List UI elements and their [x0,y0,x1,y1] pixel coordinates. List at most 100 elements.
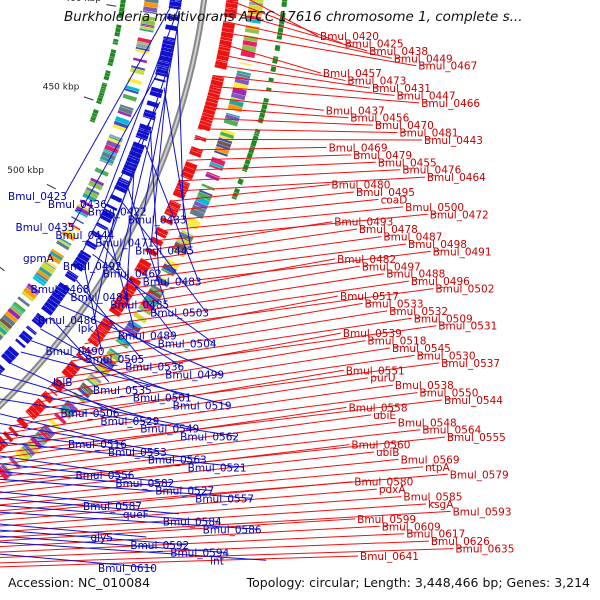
gene-label[interactable]: Bmul_0586 [203,524,262,536]
gene-label[interactable]: lnt [210,555,224,567]
gene-label[interactable]: Bmul_0556 [76,470,135,482]
gene-label[interactable]: Bmul_0509 [414,313,473,325]
gene-label[interactable]: Bmul_0491 [433,246,492,258]
gene-label[interactable]: Bmul_0585 [403,492,462,504]
gene-label[interactable]: Bmul_0539 [343,328,402,340]
gene-label[interactable]: Bmul_0449 [394,53,453,65]
gene-label[interactable]: Bmul_0518 [367,336,426,348]
gene-label[interactable]: Bmul_0549 [140,424,199,436]
gene-label[interactable]: Bmul_0422 [88,207,147,219]
gene-label[interactable]: Bmul_0503 [150,307,209,319]
gene-label[interactable]: Bmul_0582 [115,478,174,490]
gene-label[interactable]: Bmul_0493 [334,217,393,229]
gene-label[interactable]: Bmul_0425 [345,38,404,50]
gene-label[interactable]: Bmul_0469 [329,142,388,154]
gene-label[interactable]: lolB [53,377,72,389]
gene-label[interactable]: ubiB [376,447,399,459]
gene-label[interactable]: lpk [78,323,95,335]
gene-label[interactable]: Bmul_0447 [397,90,456,102]
gene-label[interactable]: Bmul_0482 [337,254,396,266]
gene-label[interactable]: Bmul_0501 [133,393,192,405]
gene-label[interactable]: Bmul_0473 [347,76,406,88]
gene-label[interactable]: ksgA [428,499,454,511]
gene-label[interactable]: glyS [91,532,114,544]
gene-label[interactable]: Bmul_0530 [417,350,476,362]
gene-label[interactable]: purU [370,373,395,385]
gene-label[interactable]: Bmul_0544 [444,395,503,407]
gene-label[interactable]: Bmul_0497 [362,261,421,273]
gene-label[interactable]: Bmul_0486 [38,315,97,327]
gene-label[interactable]: Bmul_0478 [359,224,418,236]
gene-label[interactable]: Bmul_0471 [95,238,154,250]
gene-label[interactable]: Bmul_0495 [356,187,415,199]
gene-label[interactable]: Bmul_0564 [422,425,481,437]
gene-label[interactable]: Bmul_0635 [455,544,514,556]
gene-label[interactable]: Bmul_0548 [398,417,457,429]
gene-label[interactable]: Bmul_0476 [402,165,461,177]
gene-label[interactable]: Bmul_0489 [118,331,177,343]
gene-label[interactable]: Bmul_0555 [447,432,506,444]
gene-label[interactable]: Bmul_0593 [453,506,512,518]
gene-label[interactable]: Bmul_0580 [354,477,413,489]
gene-label[interactable]: Bmul_0529 [100,416,159,428]
gene-label[interactable]: Bmul_0502 [435,284,494,296]
gene-label[interactable]: Bmul_0480 [331,180,390,192]
gene-label[interactable]: Bmul_0438 [369,46,428,58]
gene-label[interactable]: Bmul_0516 [68,439,127,451]
gene-label[interactable]: Bmul_0551 [346,365,405,377]
gene-label[interactable]: Bmul_0467 [418,61,477,73]
gene-label[interactable]: Bmul_0506 [61,408,120,420]
gene-label[interactable]: Bmul_0594 [170,548,229,560]
gene-label[interactable]: coaD [381,194,408,206]
gene-label[interactable]: Bmul_0569 [401,454,460,466]
gene-label[interactable]: queF [123,509,149,521]
gene-label[interactable]: Bmul_0626 [431,536,490,548]
gene-label[interactable]: ntpA [425,462,450,474]
gene-label[interactable]: Bmul_0445 [135,245,194,257]
gene-label[interactable]: Bmul_0479 [353,150,412,162]
gene-label[interactable]: Bmul_0437 [326,105,385,117]
gene-label[interactable]: Bmul_0435 [16,222,75,234]
gene-label[interactable]: Bmul_0484 [70,292,129,304]
gene-label[interactable]: Bmul_0496 [411,276,470,288]
gene-label[interactable]: Bmul_0609 [382,521,441,533]
gene-label[interactable]: pdxA [379,484,407,496]
gene-label[interactable]: Bmul_0470 [375,120,434,132]
gene-label[interactable]: Bmul_0457 [323,68,382,80]
gene-label[interactable]: Bmul_0431 [372,83,431,95]
gene-label[interactable]: Bmul_0455 [378,157,437,169]
gene-label[interactable]: Bmul_0468 [31,284,90,296]
gene-label[interactable]: Bmul_0527 [155,486,214,498]
gene-label[interactable]: Bmul_0504 [158,338,217,350]
gene-label[interactable]: Bmul_0485 [110,300,169,312]
gene-label[interactable]: Bmul_0500 [405,202,464,214]
gene-label[interactable]: Bmul_0499 [165,369,224,381]
gene-label[interactable]: ubiE [373,410,396,422]
gene-labels[interactable]: Bmul_0420Bmul_0425Bmul_0438Bmul_0449Bmul… [8,31,514,575]
gene-label[interactable]: Bmul_0563 [148,455,207,467]
gene-label[interactable]: Bmul_0466 [421,98,480,110]
gene-label[interactable]: Bmul_0519 [173,400,232,412]
gene-label[interactable]: Bmul_0537 [441,358,500,370]
gene-label[interactable]: Bmul_0487 [383,232,442,244]
gene-label[interactable]: Bmul_0423 [8,191,67,203]
gene-label[interactable]: Bmul_0558 [349,402,408,414]
gene-label[interactable]: Bmul_0562 [180,431,239,443]
gene-label[interactable]: Bmul_0505 [85,354,144,366]
gene-label[interactable]: Bmul_0592 [130,540,189,552]
gene-label[interactable]: Bmul_0550 [419,388,478,400]
gene-label[interactable]: Bmul_0531 [438,321,497,333]
gene-label[interactable]: Bmul_0517 [340,291,399,303]
gene-label[interactable]: Bmul_0557 [195,493,254,505]
gene-label[interactable]: Bmul_0456 [350,113,409,125]
gene-label[interactable]: Bmul_0610 [98,563,157,575]
gene-label[interactable]: Bmul_0492 [63,261,122,273]
gene-label[interactable]: Bmul_0545 [392,343,451,355]
gene-label[interactable]: Bmul_0617 [406,529,465,541]
gene-label[interactable]: Bmul_0472 [430,209,489,221]
gene-label[interactable]: Bmul_0584 [163,517,222,529]
gene-label[interactable]: Bmul_0488 [386,269,445,281]
gene-label[interactable]: Bmul_0481 [399,128,458,140]
gene-label[interactable]: Bmul_0464 [427,172,486,184]
